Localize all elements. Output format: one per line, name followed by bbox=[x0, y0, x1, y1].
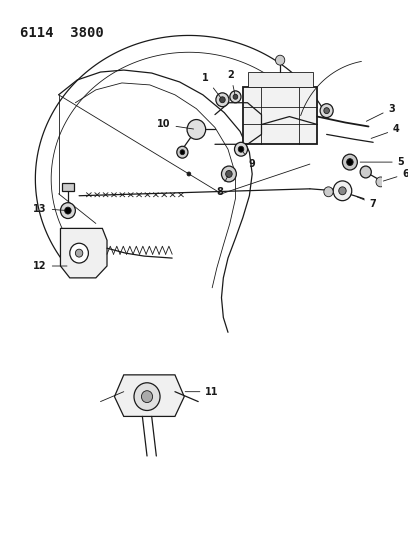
Text: 13: 13 bbox=[33, 204, 65, 214]
Polygon shape bbox=[243, 87, 317, 144]
Circle shape bbox=[275, 55, 285, 65]
Text: 8: 8 bbox=[216, 176, 228, 197]
Text: 7: 7 bbox=[357, 197, 377, 208]
Circle shape bbox=[360, 166, 371, 178]
Circle shape bbox=[230, 91, 241, 103]
Text: 2: 2 bbox=[227, 70, 235, 94]
Polygon shape bbox=[62, 183, 73, 191]
Polygon shape bbox=[248, 72, 313, 87]
Circle shape bbox=[187, 119, 206, 139]
Circle shape bbox=[339, 187, 346, 195]
Circle shape bbox=[187, 172, 191, 176]
Text: 4: 4 bbox=[371, 124, 400, 139]
Polygon shape bbox=[115, 375, 184, 416]
Circle shape bbox=[216, 93, 229, 107]
Text: 6114  3800: 6114 3800 bbox=[20, 26, 103, 39]
Circle shape bbox=[64, 207, 71, 214]
Circle shape bbox=[238, 146, 244, 152]
Circle shape bbox=[235, 142, 248, 156]
Text: 6: 6 bbox=[383, 169, 408, 181]
Circle shape bbox=[180, 150, 185, 155]
Circle shape bbox=[320, 104, 333, 118]
Circle shape bbox=[70, 243, 89, 263]
Circle shape bbox=[226, 171, 232, 177]
Circle shape bbox=[324, 108, 329, 114]
Circle shape bbox=[222, 166, 236, 182]
Text: 1: 1 bbox=[202, 73, 221, 98]
Text: 10: 10 bbox=[157, 119, 194, 130]
Text: 3: 3 bbox=[366, 103, 395, 122]
Circle shape bbox=[376, 177, 385, 187]
Circle shape bbox=[347, 159, 353, 166]
Text: 9: 9 bbox=[243, 151, 255, 169]
Text: 12: 12 bbox=[33, 261, 67, 271]
Circle shape bbox=[233, 94, 238, 99]
Circle shape bbox=[142, 391, 153, 402]
Text: 11: 11 bbox=[185, 386, 219, 397]
Circle shape bbox=[220, 97, 225, 103]
Circle shape bbox=[75, 249, 83, 257]
Circle shape bbox=[134, 383, 160, 410]
Circle shape bbox=[333, 181, 352, 201]
Circle shape bbox=[324, 187, 333, 197]
Text: 5: 5 bbox=[360, 157, 404, 167]
Circle shape bbox=[60, 203, 75, 219]
Polygon shape bbox=[60, 229, 107, 278]
Circle shape bbox=[177, 146, 188, 158]
Circle shape bbox=[342, 154, 357, 170]
